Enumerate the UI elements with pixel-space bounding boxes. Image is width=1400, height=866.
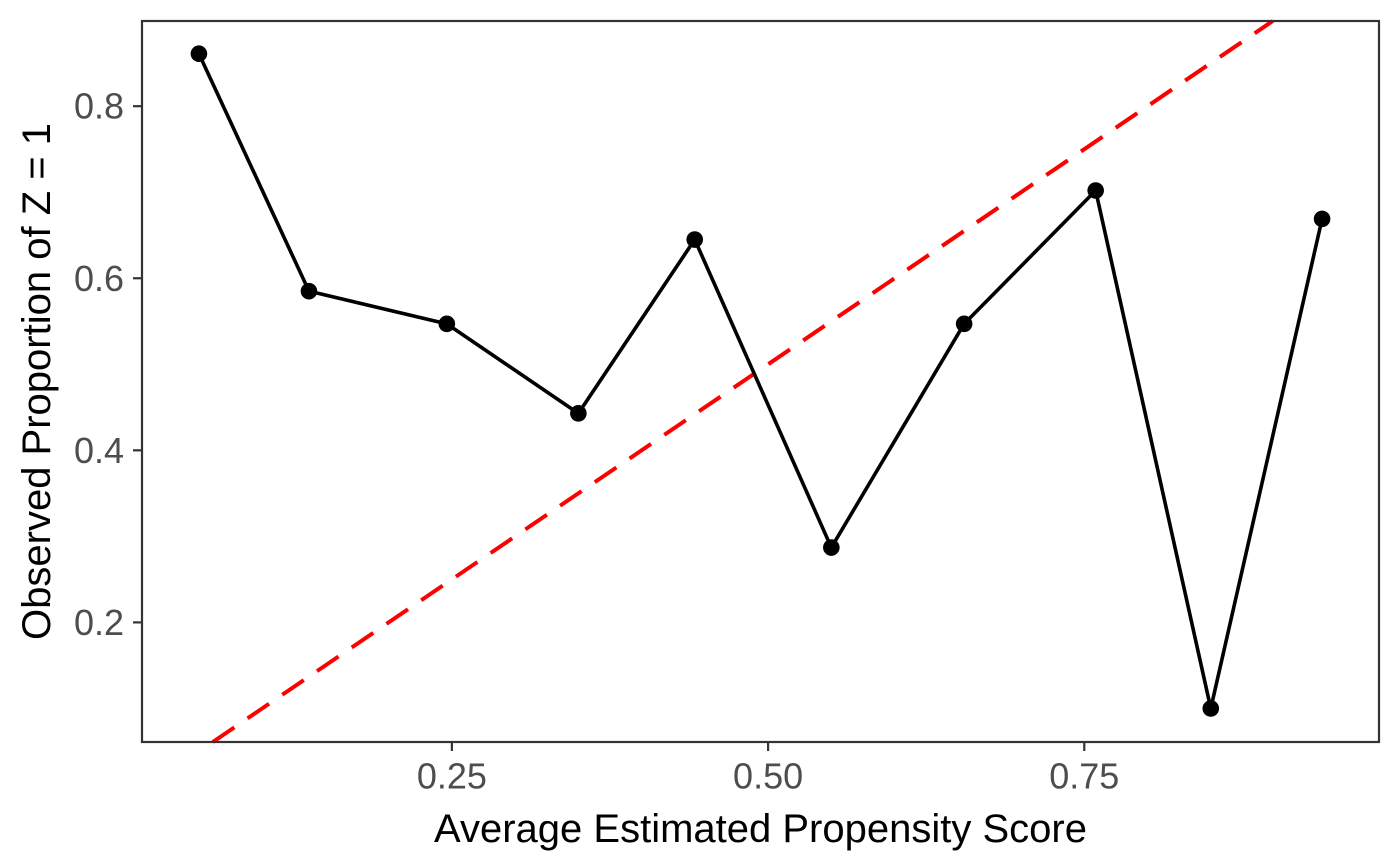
y-tick-label: 0.8 <box>74 86 124 127</box>
panel-border <box>140 19 1381 744</box>
data-point <box>1313 210 1331 228</box>
identity-reference-line-path <box>211 19 1274 744</box>
data-point <box>570 405 587 422</box>
data-point <box>686 231 704 248</box>
data-point <box>190 45 208 62</box>
data-point <box>955 315 973 333</box>
x-tick-label: 0.75 <box>1049 755 1119 796</box>
x-tick-label: 0.50 <box>733 755 803 796</box>
observed-proportion-path <box>197 52 1324 711</box>
data-point <box>300 282 318 300</box>
y-axis-title: Observed Proportion of Z = 1 <box>15 123 59 640</box>
data-point <box>1202 700 1220 717</box>
x-tick-label: 0.25 <box>417 755 487 796</box>
data-point <box>1087 182 1104 199</box>
data-point <box>438 315 456 333</box>
y-tick-label: 0.2 <box>74 602 124 643</box>
data-point <box>823 539 840 556</box>
x-axis-title: Average Estimated Propensity Score <box>434 807 1087 851</box>
y-tick-label: 0.4 <box>74 430 124 471</box>
y-tick-label: 0.6 <box>74 258 124 299</box>
